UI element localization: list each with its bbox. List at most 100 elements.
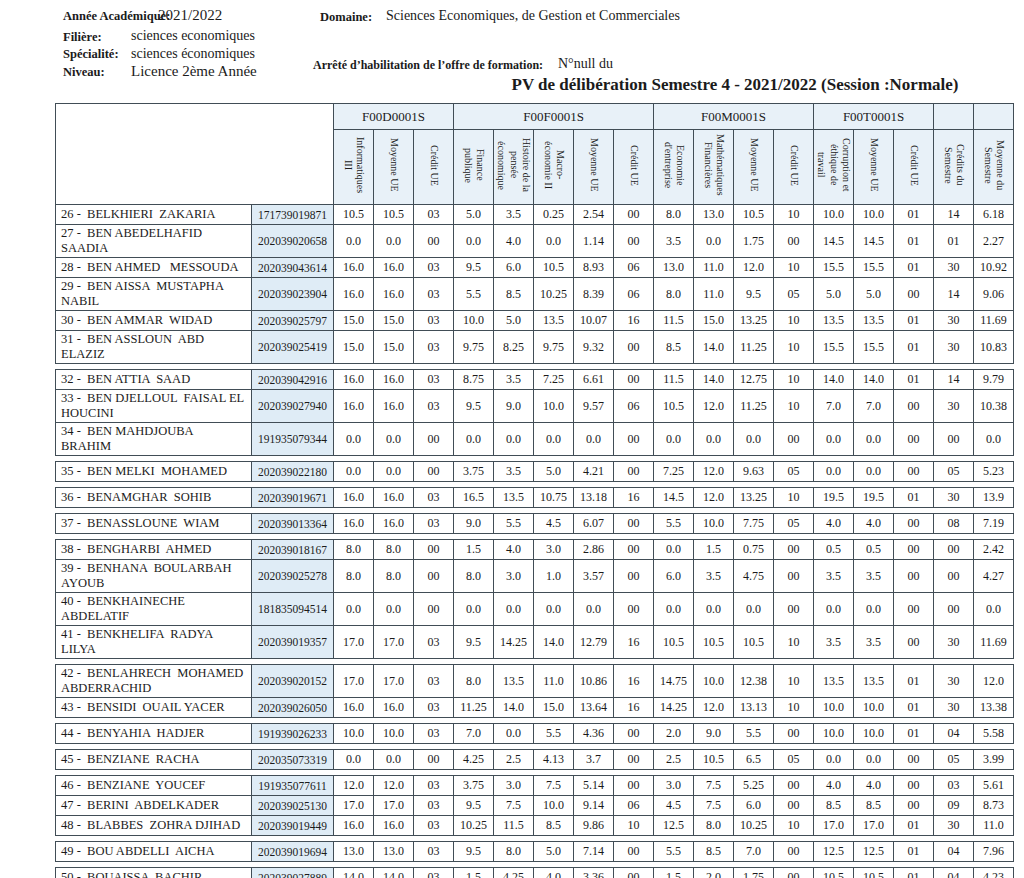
grade-cell: 30 (934, 816, 974, 836)
unit-group-F00M0001S: F00M0001S (654, 104, 814, 130)
grade-cell: 00 (774, 796, 814, 816)
grade-cell: 9.5 (454, 390, 494, 423)
column-header: Macro-économie II (534, 130, 574, 205)
grade-cell: 1.5 (694, 540, 734, 560)
grade-cell: 03 (414, 816, 454, 836)
grade-cell: 10.92 (974, 258, 1014, 278)
grade-cell: 7.25 (534, 370, 574, 390)
page-title: PV de délibération Semestre 4 - 2021/202… (455, 75, 1015, 95)
grade-cell: 01 (894, 724, 934, 744)
column-header-label: Moyenne UE (587, 138, 600, 192)
grade-cell: 00 (774, 560, 814, 593)
student-row: 41 - BENKHELIFA RADYA LILYA2020390193571… (56, 626, 1014, 659)
grade-cell: 14.0 (694, 370, 734, 390)
grade-cell: 10 (774, 390, 814, 423)
grade-cell: 10 (614, 816, 654, 836)
grade-cell: 14.0 (854, 370, 894, 390)
grade-cell: 14 (934, 370, 974, 390)
student-row: 43 - BENSIDI OUAIL YACER20203902605016.0… (56, 698, 1014, 718)
student-id-cell: 202039018167 (252, 540, 334, 560)
grade-cell: 17.0 (814, 816, 854, 836)
grade-cell: 12.5 (854, 842, 894, 862)
grade-cell: 17.0 (334, 665, 374, 698)
grade-cell: 12.0 (694, 390, 734, 423)
grade-cell: 0.0 (334, 225, 374, 258)
grade-cell: 8.5 (854, 796, 894, 816)
grade-cell: 5.58 (974, 724, 1014, 744)
student-row: 32 - BEN ATTIA SAAD20203904291616.016.00… (56, 370, 1014, 390)
grade-cell: 01 (894, 842, 934, 862)
grade-cell: 4.0 (854, 776, 894, 796)
student-id-cell: 202039020658 (252, 225, 334, 258)
column-header-label: Moyenne UE (867, 138, 880, 192)
grade-cell: 00 (614, 225, 654, 258)
unit-group-F00F0001S: F00F0001S (454, 104, 654, 130)
grade-cell: 16 (614, 626, 654, 659)
grade-cell: 01 (894, 258, 934, 278)
unit-group-empty (934, 104, 974, 130)
grade-cell: 10 (774, 205, 814, 225)
grade-cell: 0.0 (494, 724, 534, 744)
grade-cell: 0.0 (534, 423, 574, 456)
grade-cell: 6.0 (654, 560, 694, 593)
grade-cell: 10.07 (574, 311, 614, 331)
grade-cell: 5.0 (854, 278, 894, 311)
grade-cell: 03 (934, 776, 974, 796)
grade-cell: 2.5 (494, 750, 534, 770)
grade-cell: 00 (894, 560, 934, 593)
column-header: Crédit UE (414, 130, 454, 205)
grade-cell: 10.0 (854, 698, 894, 718)
grade-cell: 12.75 (734, 370, 774, 390)
grade-cell: 4.25 (454, 750, 494, 770)
student-id-cell: 202039043614 (252, 258, 334, 278)
grade-cell: 30 (934, 626, 974, 659)
grade-cell: 00 (614, 842, 654, 862)
grade-cell: 00 (614, 370, 654, 390)
student-row: 33 - BEN DJELLOUL FAISAL EL HOUCINI20203… (56, 390, 1014, 423)
header-empty-corner (56, 104, 334, 205)
grade-cell: 05 (774, 462, 814, 482)
student-id-cell: 202039025130 (252, 796, 334, 816)
grade-cell: 10.0 (374, 724, 414, 744)
grade-cell: 12.5 (814, 842, 854, 862)
grade-cell: 9.32 (574, 331, 614, 364)
grade-cell: 0.0 (854, 750, 894, 770)
grade-cell: 04 (934, 868, 974, 878)
student-name-cell: 28 - BEN AHMED MESSOUDA (56, 258, 252, 278)
grade-cell: 9.14 (574, 796, 614, 816)
grade-cell: 00 (774, 423, 814, 456)
grade-cell: 14.5 (654, 488, 694, 508)
grade-cell: 0.75 (734, 540, 774, 560)
student-row: 38 - BENGHARBI AHMED2020390181678.08.000… (56, 540, 1014, 560)
grade-cell: 0.0 (374, 750, 414, 770)
grade-cell: 16.0 (374, 488, 414, 508)
grade-cell: 16.0 (374, 258, 414, 278)
grade-cell: 13.5 (494, 488, 534, 508)
student-name-cell: 26 - BELKHIERI ZAKARIA (56, 205, 252, 225)
grade-cell: 01 (894, 868, 934, 878)
grade-cell: 0.0 (854, 462, 894, 482)
grade-cell: 10.5 (734, 626, 774, 659)
grade-cell: 05 (934, 750, 974, 770)
grade-cell: 03 (414, 514, 454, 534)
grade-cell: 05 (774, 750, 814, 770)
grade-cell: 16.0 (334, 390, 374, 423)
grade-cell: 8.0 (454, 560, 494, 593)
student-id-cell: 202039042916 (252, 370, 334, 390)
student-name-cell: 35 - BEN MELKI MOHAMED (56, 462, 252, 482)
student-id-cell: 202039019357 (252, 626, 334, 659)
grade-cell: 03 (414, 626, 454, 659)
grade-cell: 3.57 (574, 560, 614, 593)
grade-cell: 0.0 (694, 225, 734, 258)
grade-cell: 7.0 (854, 390, 894, 423)
student-name-cell: 46 - BENZIANE YOUCEF (56, 776, 252, 796)
grade-cell: 0.0 (374, 423, 414, 456)
grade-cell: 5.14 (574, 776, 614, 796)
student-name-cell: 45 - BENZIANE RACHA (56, 750, 252, 770)
grade-cell: 00 (934, 593, 974, 626)
grade-cell: 0.5 (814, 540, 854, 560)
grade-cell: 7.5 (534, 776, 574, 796)
grade-cell: 01 (894, 816, 934, 836)
grade-cell: 11.0 (974, 816, 1014, 836)
grade-cell: 0.0 (694, 593, 734, 626)
